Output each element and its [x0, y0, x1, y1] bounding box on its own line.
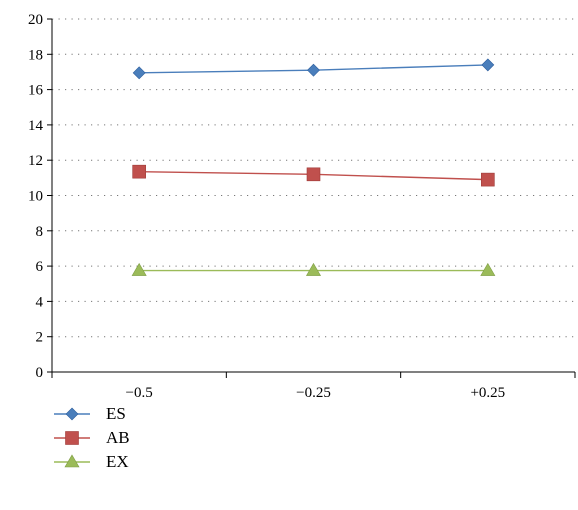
- series-ab: [132, 164, 495, 187]
- line-chart: 0 2 4 6 8 10 12 14 16 18 20 −0.5 −0.25 +0.25: [28, 12, 576, 400]
- y-tick-label: 0: [36, 365, 44, 381]
- data-point-ex: [131, 262, 147, 276]
- y-tick-label: 8: [36, 224, 44, 240]
- legend-swatch-es: [54, 407, 90, 421]
- legend-label: ES: [106, 404, 126, 423]
- series-ex: [131, 262, 496, 276]
- series-group: [131, 58, 496, 276]
- y-tick-label: 16: [28, 83, 44, 99]
- data-point-ab: [306, 167, 321, 182]
- legend: ES AB EX: [52, 402, 130, 474]
- legend-label: EX: [106, 452, 129, 471]
- y-tick-label: 20: [28, 12, 43, 28]
- legend-item-ab: AB: [52, 426, 130, 450]
- legend-marker: [65, 407, 79, 421]
- legend-label: AB: [106, 428, 130, 447]
- y-tick-label: 6: [36, 259, 44, 275]
- y-tick-label: 14: [28, 118, 44, 134]
- x-tick-label: +0.25: [470, 385, 505, 400]
- y-tick-label: 4: [36, 294, 44, 310]
- y-tick-label: 12: [28, 153, 43, 169]
- data-point-ab: [481, 172, 495, 187]
- legend-item-ex: EX: [52, 450, 130, 474]
- data-point-ex: [305, 262, 322, 276]
- x-tick-label: −0.5: [126, 385, 153, 400]
- data-point-ex: [480, 262, 496, 276]
- legend-marker: [64, 454, 80, 468]
- y-tick-label: 18: [28, 47, 43, 63]
- y-axis-tick-labels: 0 2 4 6 8 10 12 14 16 18 20: [28, 12, 44, 381]
- data-point-es: [307, 63, 320, 77]
- series-es: [132, 58, 495, 80]
- x-tick-label: −0.25: [296, 385, 331, 400]
- data-point-es: [481, 58, 495, 72]
- axes: [47, 18, 576, 378]
- y-tick-label: 2: [36, 330, 44, 346]
- legend-swatch-ab: [54, 431, 90, 445]
- legend-swatch-ex: [54, 454, 90, 468]
- legend-marker: [65, 431, 79, 445]
- x-axis-tick-labels: −0.5 −0.25 +0.25: [126, 385, 506, 400]
- data-point-es: [132, 66, 146, 80]
- y-tick-label: 10: [28, 189, 43, 205]
- legend-item-es: ES: [52, 402, 130, 426]
- data-point-ab: [132, 164, 146, 179]
